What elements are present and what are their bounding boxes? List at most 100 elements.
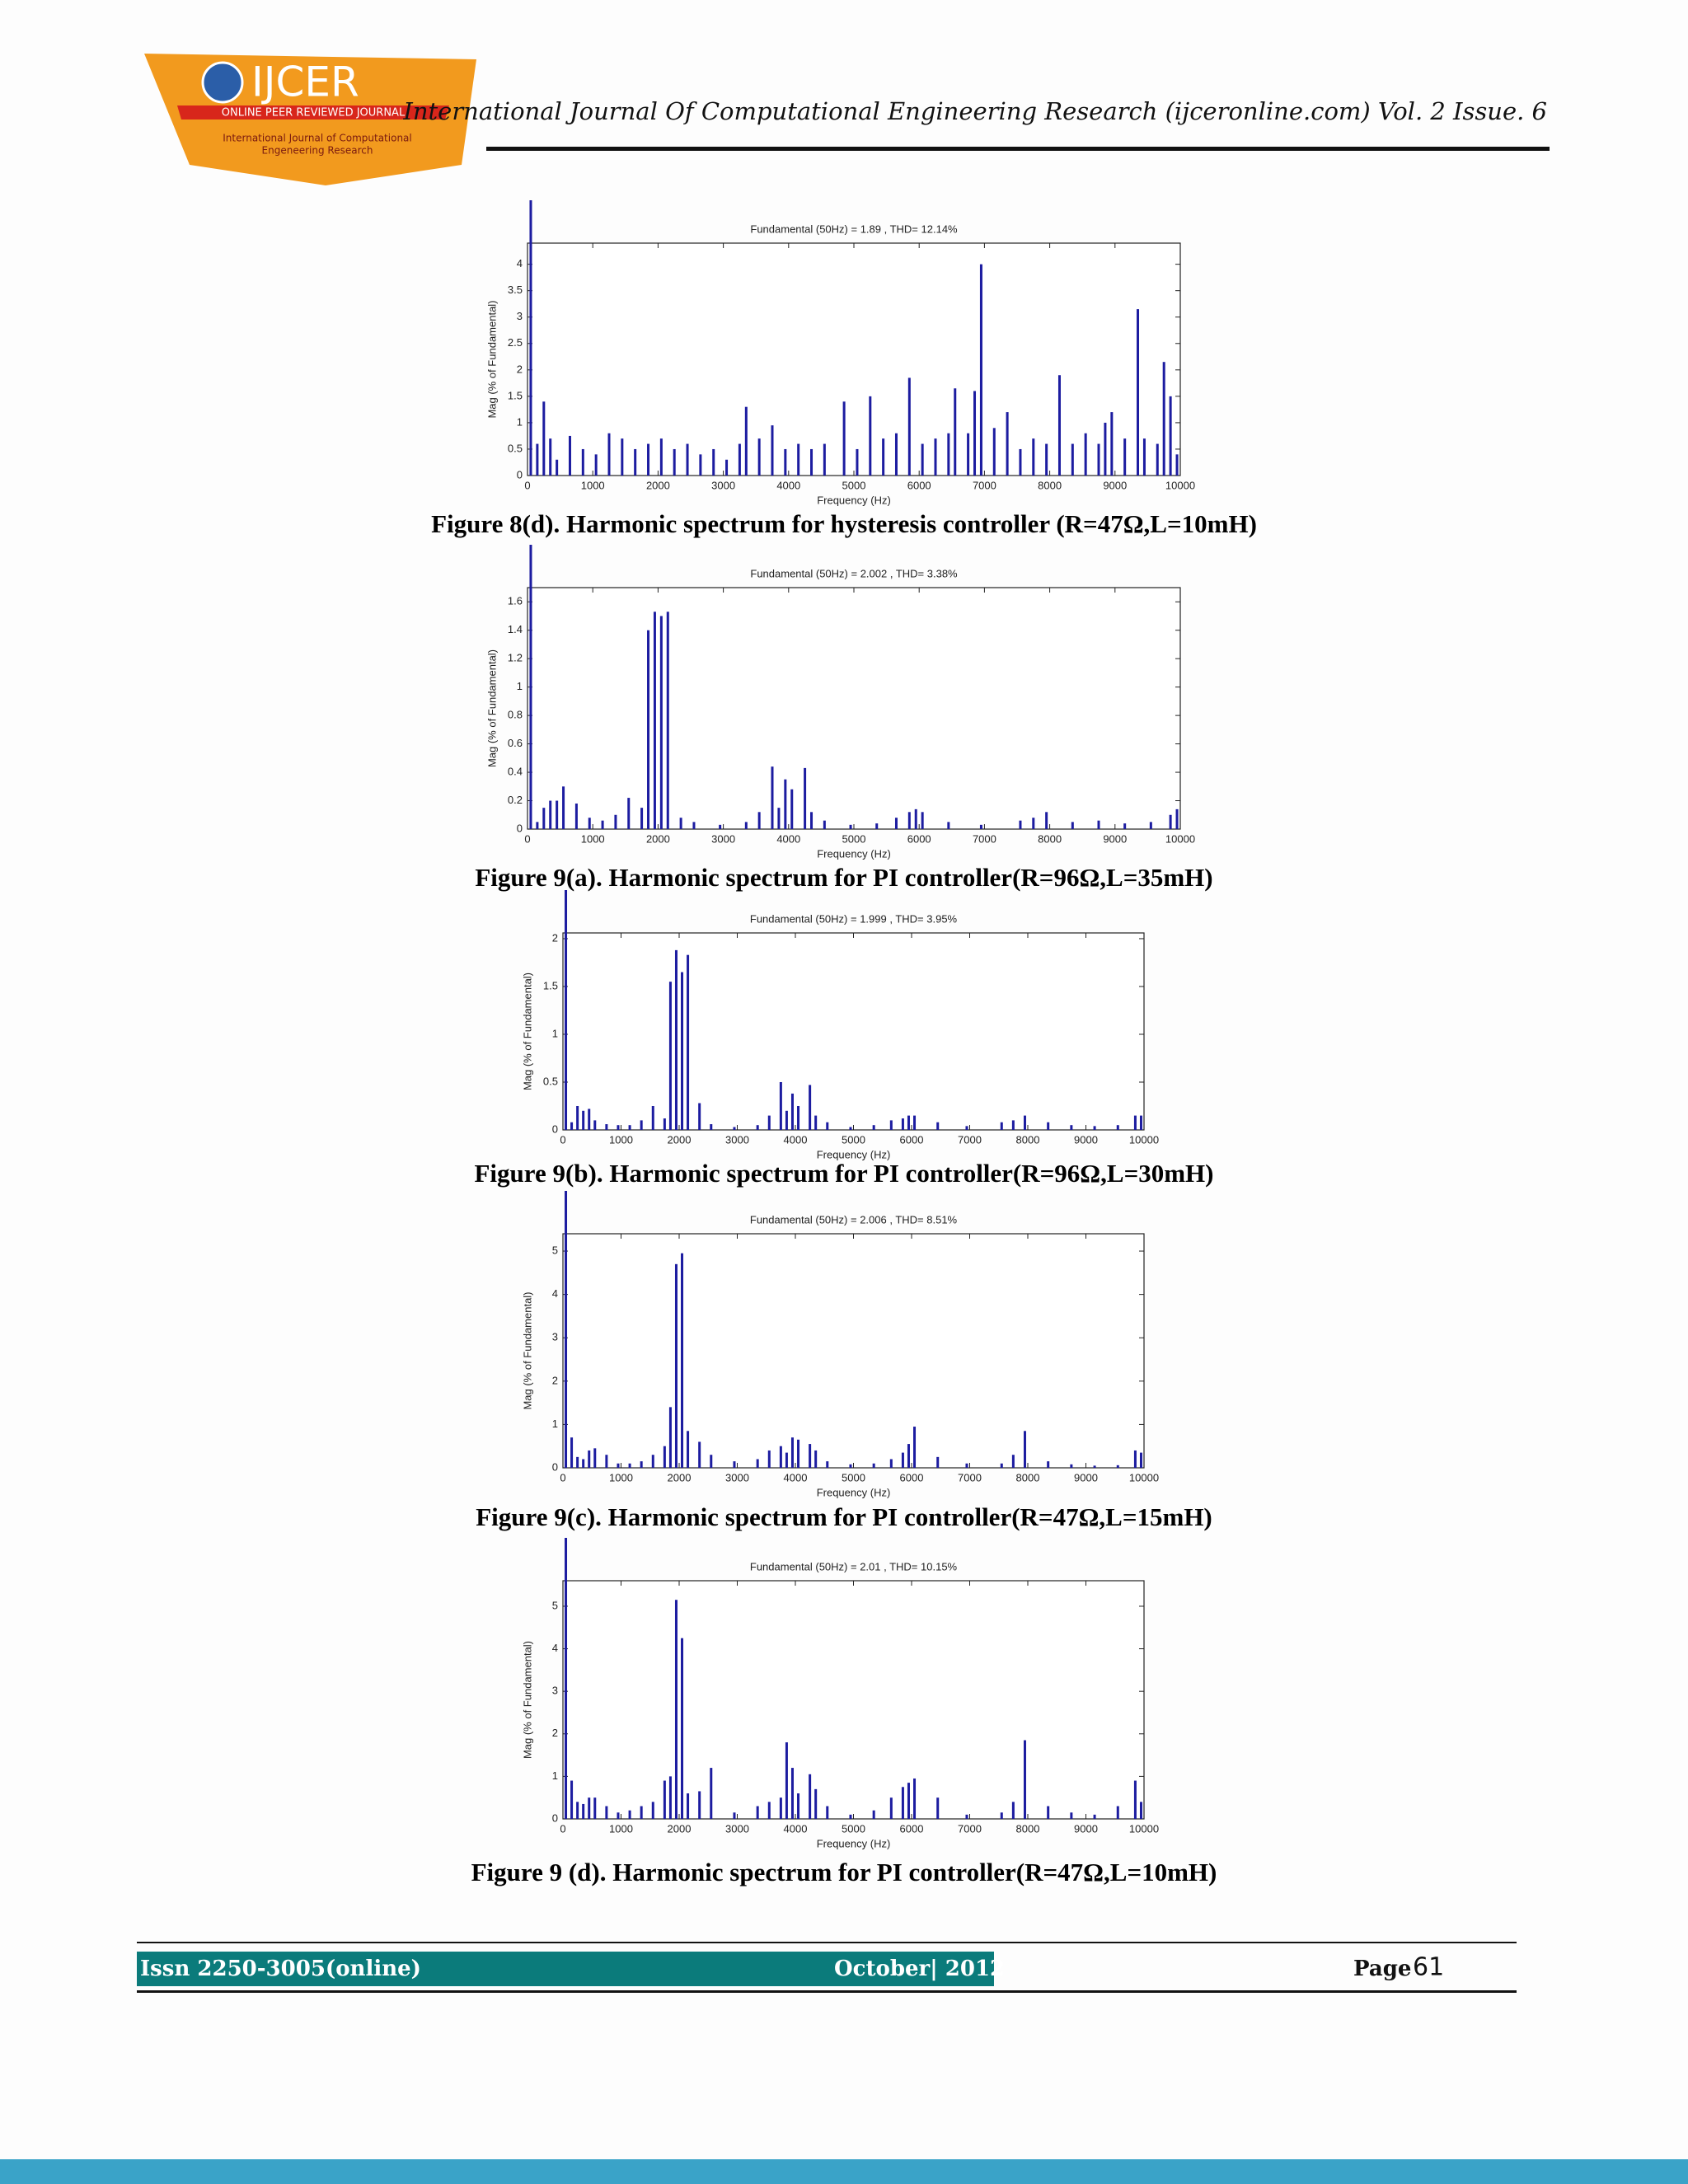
bar [784, 779, 787, 829]
logo-line: International Journal of Computational [223, 133, 411, 144]
x-tick-label: 9000 [1074, 1822, 1098, 1835]
bar [936, 1456, 940, 1468]
bar [679, 818, 682, 829]
bar [756, 1125, 759, 1130]
bar [570, 1437, 574, 1468]
bar [1133, 1115, 1137, 1130]
x-tick-label: 9000 [1074, 1133, 1098, 1146]
bar [756, 1806, 759, 1819]
bar [1139, 1802, 1142, 1819]
bar [710, 1455, 713, 1468]
x-axis-label: Frequency (Hz) [817, 1486, 891, 1498]
bar [744, 822, 748, 829]
bar [647, 443, 650, 476]
bar [588, 818, 591, 829]
bar [849, 1814, 852, 1819]
y-tick-label: 1.4 [508, 623, 523, 635]
bar [875, 823, 879, 829]
y-tick-label: 4 [517, 257, 523, 269]
bar [617, 1812, 620, 1819]
bar [1006, 412, 1009, 476]
x-tick-label: 7000 [973, 832, 996, 845]
bar [756, 1459, 759, 1468]
x-tick-label: 0 [524, 832, 530, 845]
bar [681, 972, 684, 1130]
bar [712, 448, 715, 476]
bar [757, 812, 761, 829]
bar [849, 824, 852, 829]
bar [1156, 443, 1159, 476]
bars [565, 1191, 1142, 1468]
y-axis-label: Mag (% of Fundamental) [521, 1641, 533, 1759]
bar [674, 949, 678, 1130]
bar [882, 438, 885, 476]
bar [790, 1437, 794, 1468]
bar [593, 1120, 597, 1130]
bar [698, 1441, 701, 1468]
bar [809, 1774, 812, 1819]
bar [797, 1105, 800, 1130]
chart-title: Fundamental (50Hz) = 1.89 , THD= 12.14% [750, 223, 958, 235]
bar [1070, 1464, 1073, 1468]
x-axis-label: Frequency (Hz) [817, 1148, 891, 1160]
bar [576, 1802, 579, 1819]
x-tick-label: 1000 [609, 1822, 633, 1835]
bar [674, 1263, 678, 1468]
logo-globe [201, 61, 244, 104]
bar [738, 443, 741, 476]
y-tick-label: 1 [552, 1027, 558, 1039]
chart: 0 1000 2000 3000 4000 5000 6000 7000 8000 9000 100… [474, 890, 1214, 1188]
bar [1162, 362, 1165, 476]
footer-page-number: 61 [1413, 1953, 1444, 1982]
bar [681, 1253, 684, 1468]
x-tick-label: 2000 [646, 832, 670, 845]
bar [965, 1126, 968, 1130]
bar [790, 789, 794, 829]
bar [1019, 448, 1022, 476]
x-tick-label: 1000 [581, 832, 605, 845]
x-tick-label: 5000 [842, 1133, 865, 1146]
bar [627, 798, 631, 829]
bar [1070, 1812, 1073, 1819]
bar [1000, 1463, 1003, 1468]
figure-caption: Figure 8(d). Harmonic spectrum for hyste… [431, 509, 1257, 538]
plot-area [527, 587, 1181, 830]
bar [659, 616, 663, 829]
x-tick-label: 8000 [1016, 1471, 1040, 1483]
x-tick-label: 0 [560, 1471, 565, 1483]
bar [710, 1768, 713, 1819]
bar [582, 1459, 585, 1468]
bar [674, 1600, 678, 1819]
bar [804, 767, 807, 829]
bar [1045, 443, 1048, 476]
bar [562, 786, 565, 829]
x-tick-label: 6000 [907, 479, 931, 491]
y-tick-label: 1.2 [508, 652, 523, 664]
y-tick-label: 2 [552, 1727, 558, 1739]
y-tick-label: 5 [552, 1599, 558, 1611]
bar [907, 1115, 910, 1130]
bar [601, 820, 604, 829]
bar [640, 1120, 643, 1130]
bar [687, 1431, 690, 1468]
bar [681, 1638, 684, 1819]
y-tick-label: 0.5 [543, 1075, 558, 1087]
chart: 0 1000 2000 3000 4000 5000 6000 7000 8000 9000 100… [471, 1538, 1217, 1886]
chart-title: Fundamental (50Hz) = 2.002 , THD= 3.38% [750, 567, 958, 579]
bar [907, 377, 911, 476]
bar [1047, 1806, 1050, 1819]
x-tick-label: 8000 [1016, 1133, 1040, 1146]
bar [1032, 818, 1035, 829]
bar [872, 1125, 875, 1130]
bar [605, 1806, 608, 1819]
bar [1175, 808, 1179, 829]
y-tick-label: 5 [552, 1244, 558, 1256]
bar [588, 1450, 591, 1468]
x-tick-label: 10000 [1129, 1471, 1159, 1483]
y-tick-label: 0 [552, 1460, 558, 1473]
y-axis-label: Mag (% of Fundamental) [521, 1291, 533, 1409]
bar [582, 1110, 585, 1130]
bar [872, 1810, 875, 1819]
bar [593, 1797, 597, 1819]
plot-area [562, 932, 1145, 1131]
